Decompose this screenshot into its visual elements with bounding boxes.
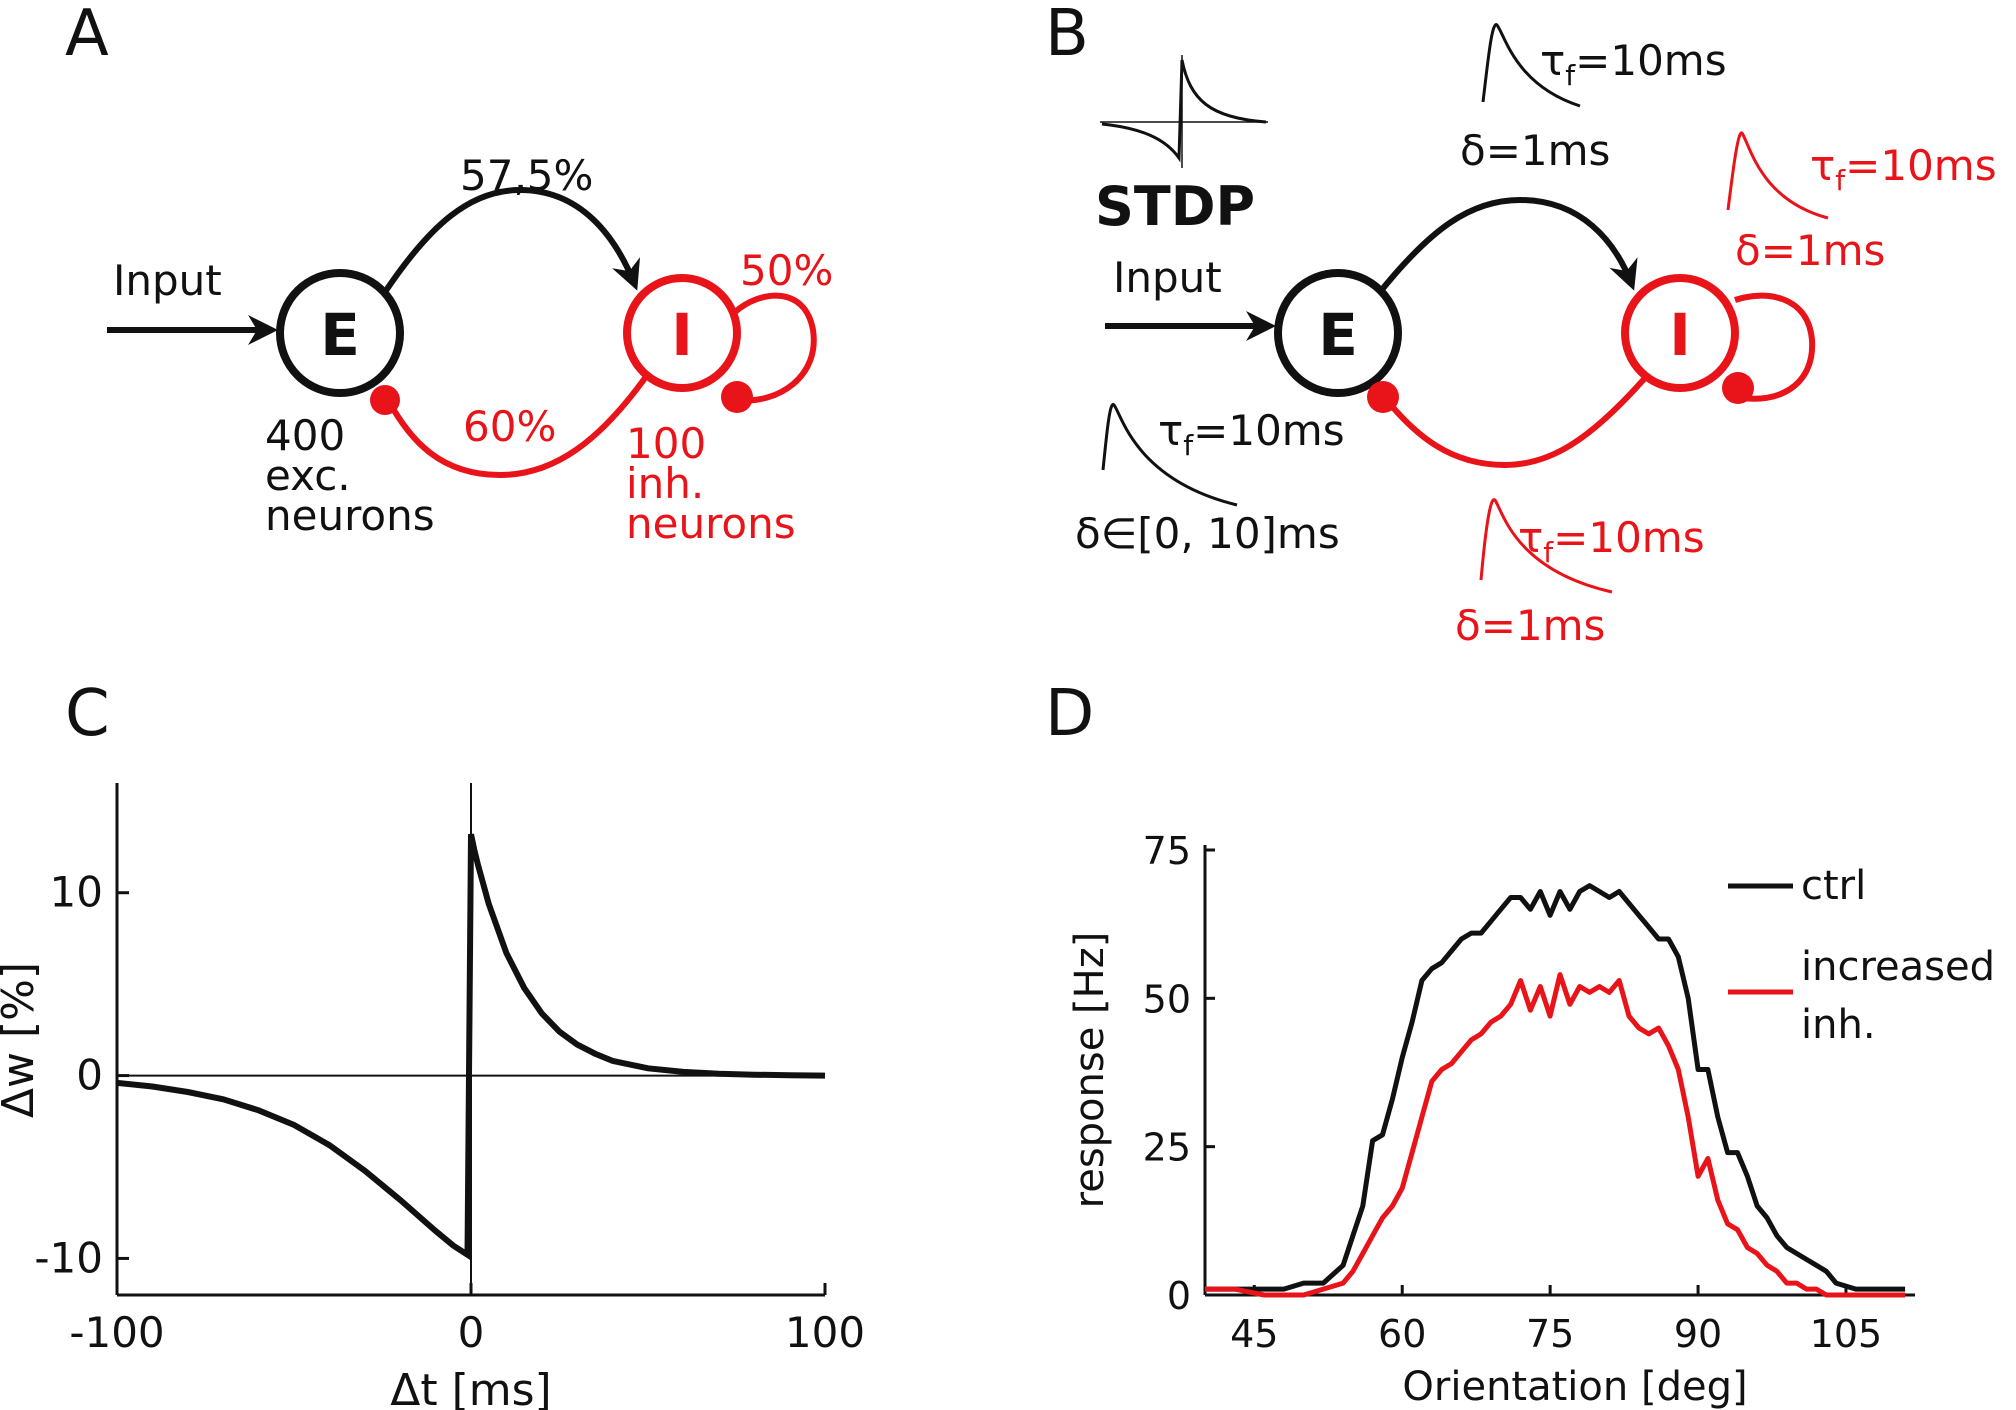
- i-to-i-connection-b: [1734, 292, 1816, 402]
- chart-d-legend: ctrl increased inh.: [1728, 863, 1995, 1048]
- chart-c-xtick-label: 0: [458, 1308, 485, 1357]
- i-to-e-synapse: [370, 385, 400, 415]
- chart-c-ytick-label: 10: [50, 868, 103, 917]
- inh-neurons: neurons: [626, 499, 796, 548]
- e-neuron-label: E: [320, 301, 360, 369]
- ie-delta: δ=1ms: [1455, 601, 1605, 650]
- chart-d-ytick-label: 50: [1143, 977, 1191, 1021]
- ii-kernel-icon: [1726, 131, 1829, 220]
- chart-d-xtick-label: 105: [1810, 1312, 1883, 1356]
- legend-ctrl-label: ctrl: [1801, 863, 1866, 909]
- i-to-i-percent: 50%: [740, 246, 833, 295]
- chart-c-ytick-label: 0: [76, 1051, 103, 1100]
- chart-d-xtick-label: 90: [1674, 1312, 1722, 1356]
- legend-inh-label-2: inh.: [1801, 1002, 1876, 1048]
- exc-count: 400: [265, 411, 345, 460]
- i-to-e-synapse-b: [1367, 381, 1399, 413]
- chart-d-xtick-label: 45: [1230, 1312, 1278, 1356]
- ii-delta: δ=1ms: [1735, 226, 1885, 275]
- i-to-e-percent: 60%: [463, 402, 556, 451]
- e-neuron-b: [1274, 269, 1402, 397]
- input-label: Input: [113, 256, 222, 305]
- inh-count: 100: [626, 419, 706, 468]
- chart-d-ytick-label: 75: [1143, 829, 1191, 873]
- ei-delta: δ=1ms: [1460, 126, 1610, 175]
- i-to-i-synapse-b: [1722, 372, 1754, 404]
- chart-d-xlabel: Orientation [deg]: [1402, 1364, 1747, 1410]
- ie-kernel-icon: [1479, 498, 1613, 594]
- i-neuron-b-label: I: [1669, 301, 1691, 369]
- chart-d-ticks: 0 25 50 75 45 60 75 90 105: [1143, 829, 1883, 1356]
- chart-c-xtick-label: 100: [785, 1308, 865, 1357]
- panel-c-label: C: [65, 677, 110, 751]
- ei-tau: τf=10ms: [1540, 36, 1727, 92]
- chart-d-xtick-label: 75: [1526, 1312, 1574, 1356]
- chart-d-ytick-label: 25: [1143, 1126, 1191, 1170]
- i-to-i-synapse: [721, 381, 753, 413]
- input-tau: τf=10ms: [1158, 406, 1345, 462]
- chart-d-ylabel: response [Hz]: [1067, 932, 1113, 1209]
- e-neuron: [276, 269, 404, 397]
- stdp-label: STDP: [1095, 175, 1255, 238]
- chart-c-ytick-label: -10: [34, 1233, 103, 1282]
- e-to-i-connection-b: [1377, 196, 1638, 294]
- input-label-b: Input: [1113, 253, 1222, 302]
- i-to-e-connection-b: [1382, 376, 1648, 469]
- ie-tau: τf=10ms: [1518, 513, 1705, 569]
- i-to-e-connection: [385, 376, 648, 479]
- chart-c-stdp-curve: [116, 833, 826, 1261]
- i-neuron-b: [1621, 274, 1739, 392]
- legend-inh-label-1: increased: [1801, 944, 1995, 990]
- chart-c-xtick-label: -100: [69, 1308, 164, 1357]
- ii-tau: τf=10ms: [1810, 141, 1997, 197]
- i-neuron-label: I: [671, 301, 693, 369]
- i-neuron: [623, 274, 741, 392]
- exc-type: exc.: [265, 451, 351, 500]
- chart-c-ylabel: Δw [%]: [0, 962, 44, 1118]
- e-to-i-connection: [382, 186, 641, 294]
- stdp-curve-icon: [1100, 55, 1268, 168]
- i-to-i-connection: [733, 292, 817, 404]
- input-kernel-icon: [1101, 403, 1238, 507]
- chart-d: 0 25 50 75 45 60 75 90 105 Orientation [deg] res…: [1067, 829, 1995, 1410]
- e-neuron-b-label: E: [1318, 301, 1358, 369]
- panel-a-label: A: [65, 0, 109, 71]
- panel-b-diagram: STDP Input E I τf=10ms δ=1ms τf=10ms δ=1…: [1075, 23, 1997, 650]
- inh-type: inh.: [626, 459, 704, 508]
- input-delta: δ∈[0, 10]ms: [1075, 509, 1340, 558]
- panel-d-label: D: [1045, 677, 1094, 751]
- chart-d-ytick-label: 0: [1167, 1274, 1191, 1318]
- e-to-i-percent: 57,5%: [460, 151, 593, 200]
- series-line-ctrl: [1205, 883, 1906, 1292]
- exc-neurons: neurons: [265, 491, 435, 540]
- panel-b-label: B: [1045, 0, 1089, 71]
- ei-kernel-icon: [1481, 23, 1581, 108]
- panel-a-diagram: Input E I 57,5% 60% 50% 400 exc. neurons…: [107, 151, 833, 548]
- chart-d-series: [1205, 883, 1906, 1298]
- chart-d-xtick-label: 60: [1378, 1312, 1426, 1356]
- chart-c-xlabel: Δt [ms]: [390, 1365, 551, 1410]
- series-line-increased-inh: [1205, 972, 1906, 1298]
